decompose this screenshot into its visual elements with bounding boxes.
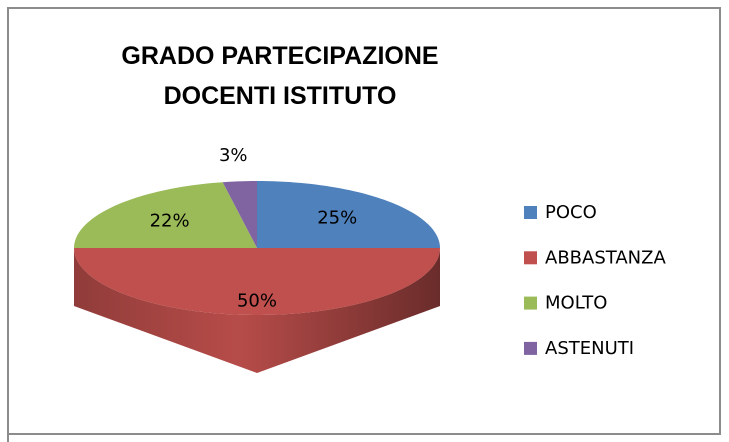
legend-label: MOLTO [545,293,607,314]
slice [74,248,440,315]
slice [74,182,257,248]
slice [222,181,257,248]
data-label: 25% [317,208,357,229]
legend-label: POCO [545,202,597,223]
legend-label: ABBASTANZA [545,247,666,268]
slice-side-shade [74,248,440,373]
chart-frame [7,7,721,442]
legend-swatch [524,296,537,310]
data-label: 22% [150,211,190,232]
legend-label: ASTENUTI [545,338,634,359]
legend-swatch [524,251,537,265]
slice [257,181,440,248]
legend-swatch [524,341,537,355]
data-label: 3% [219,145,248,166]
chart-title: GRADO PARTECIPAZIONE DOCENTI ISTITUTO [121,42,439,110]
data-label: 50% [237,291,277,312]
legend-swatch [524,206,537,219]
